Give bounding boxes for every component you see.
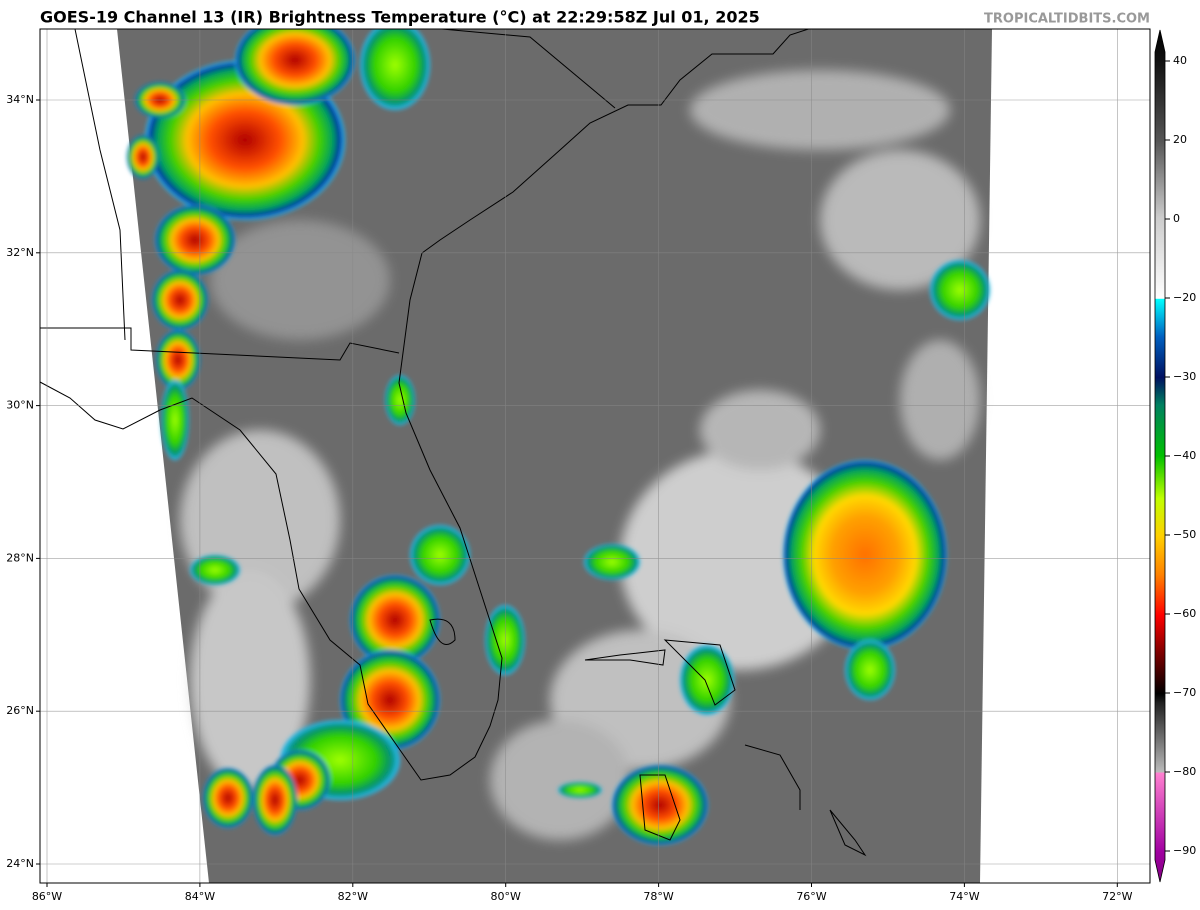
longitude-label: 86°W bbox=[32, 890, 62, 903]
longitude-label: 82°W bbox=[338, 890, 368, 903]
colorbar-tick-label: −90 bbox=[1173, 844, 1196, 857]
latitude-label: 26°N bbox=[6, 704, 34, 717]
longitude-label: 74°W bbox=[949, 890, 979, 903]
colorbar-tick-label: 0 bbox=[1173, 212, 1180, 225]
latitude-label: 24°N bbox=[6, 857, 34, 870]
colorbar-tick-label: 20 bbox=[1173, 133, 1187, 146]
colorbar-tick-label: −80 bbox=[1173, 765, 1196, 778]
latitude-label: 34°N bbox=[6, 93, 34, 106]
source-watermark: TROPICALTIDBITS.COM bbox=[984, 12, 1150, 27]
colorbar-tick-label: 40 bbox=[1173, 54, 1187, 67]
colorbar-tick-label: −70 bbox=[1173, 686, 1196, 699]
longitude-label: 78°W bbox=[643, 890, 673, 903]
colorbar-tick-label: −30 bbox=[1173, 370, 1196, 383]
longitude-label: 80°W bbox=[491, 890, 521, 903]
latitude-label: 30°N bbox=[6, 399, 34, 412]
latitude-label: 32°N bbox=[6, 246, 34, 259]
colorbar-tick-label: −40 bbox=[1173, 449, 1196, 462]
map-frame bbox=[39, 28, 1151, 884]
map-imagery bbox=[40, 29, 1150, 883]
colorbar-tick-label: −60 bbox=[1173, 607, 1196, 620]
longitude-label: 76°W bbox=[796, 890, 826, 903]
title: GOES-19 Channel 13 (IR) Brightness Tempe… bbox=[40, 8, 760, 27]
longitude-label: 72°W bbox=[1102, 890, 1132, 903]
longitude-label: 84°W bbox=[185, 890, 215, 903]
colorbar bbox=[1154, 29, 1166, 883]
colorbar-tick-label: −20 bbox=[1173, 291, 1196, 304]
latitude-label: 28°N bbox=[6, 551, 34, 564]
colorbar-tick-label: −50 bbox=[1173, 528, 1196, 541]
